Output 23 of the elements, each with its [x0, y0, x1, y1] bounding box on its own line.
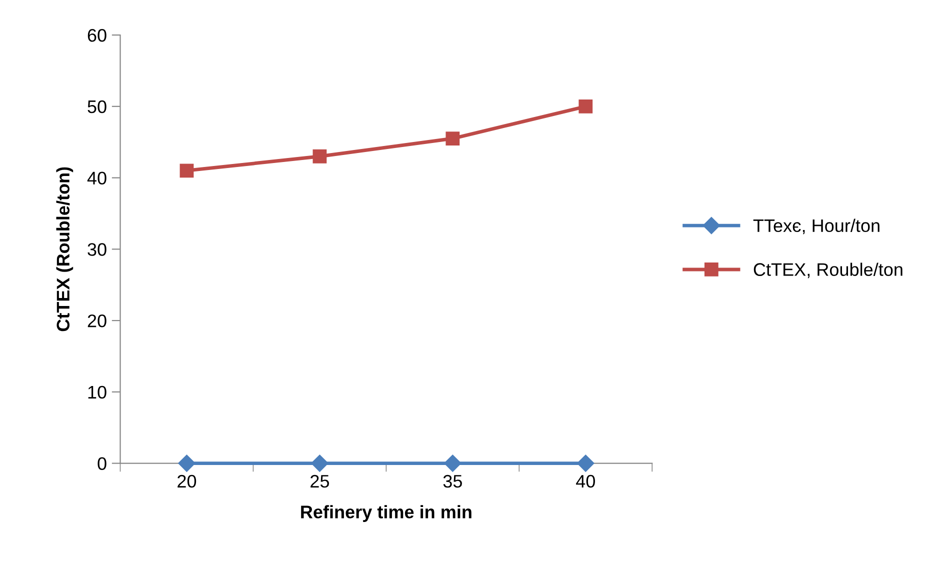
x-tick-label: 35 [443, 474, 462, 488]
y-tick-label: 60 [88, 28, 106, 42]
y-tick-label: 30 [88, 243, 106, 256]
point [312, 149, 327, 164]
y-tick-label: 20 [88, 314, 106, 328]
y-tick-label: 0 [98, 457, 106, 470]
point [577, 454, 594, 472]
x-axis-title: Refinery time in min [301, 505, 472, 522]
x-tick-label: 20 [178, 474, 196, 488]
x-tick-label: 25 [310, 474, 329, 488]
point [444, 454, 462, 472]
y-tick-label: 10 [88, 386, 106, 399]
legend-label: CtTEX, Rouble/ton [754, 262, 902, 278]
point [178, 454, 196, 472]
point [311, 454, 328, 472]
legend-label: TTexє, Hour/ton [753, 218, 880, 234]
x-tick-label: 40 [576, 474, 595, 488]
y-tick-label: 40 [87, 172, 106, 185]
y-tick-label: 50 [88, 100, 106, 114]
point [578, 99, 593, 114]
y-axis-title: CtTEX (Rouble/ton) [56, 167, 74, 332]
point [180, 164, 194, 178]
point [446, 132, 460, 146]
